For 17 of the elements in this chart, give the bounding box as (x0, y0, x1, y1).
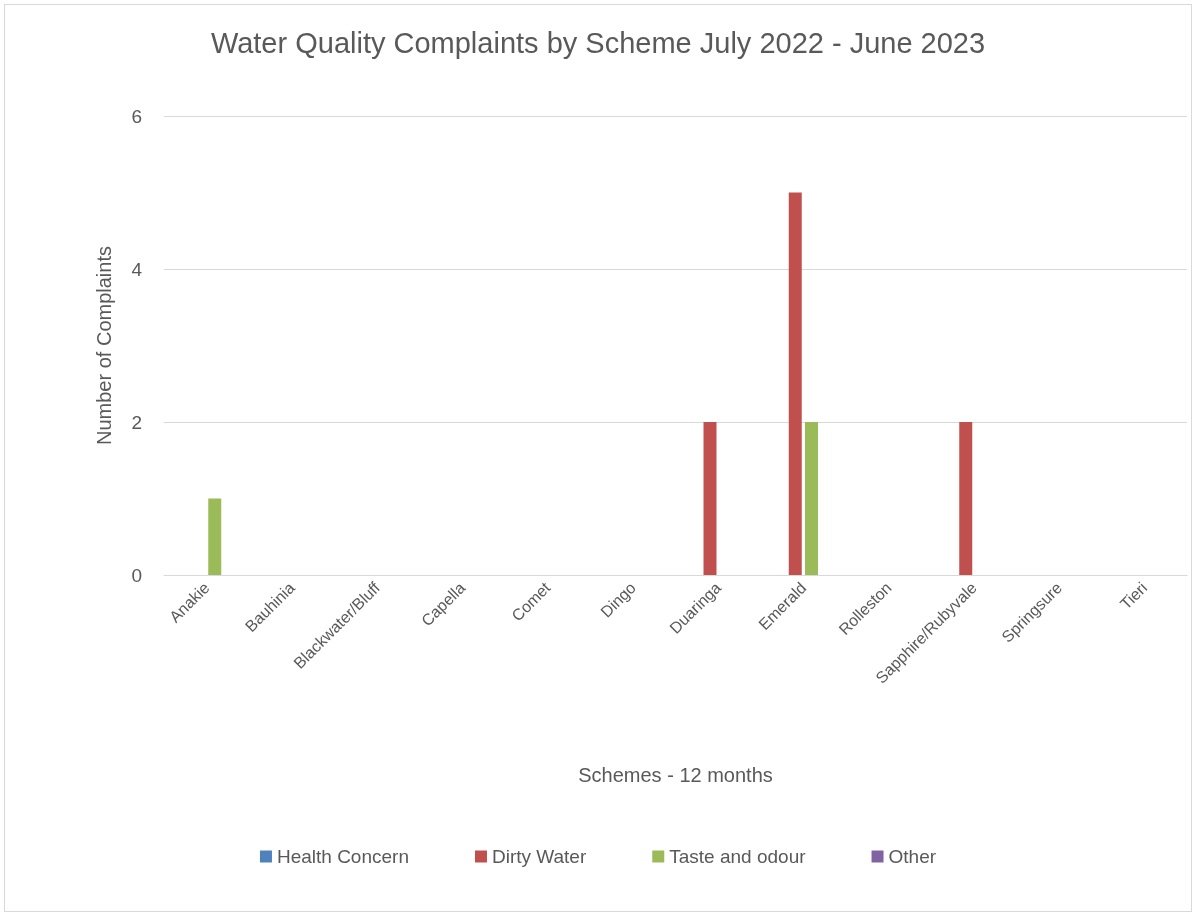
bar (959, 422, 973, 575)
legend-label: Health Concern (276, 846, 409, 867)
bar (208, 498, 222, 575)
y-axis-title: Number of Complaints (93, 246, 115, 445)
bar (805, 422, 818, 575)
legend-label: Other (888, 846, 937, 867)
bar (788, 192, 802, 575)
y-tick-label: 0 (131, 564, 142, 586)
legend-label: Dirty Water (491, 846, 587, 867)
legend-label: Taste and odour (669, 846, 807, 867)
y-tick-label: 2 (131, 411, 142, 433)
x-tick-label: Tieri (1116, 578, 1151, 613)
y-tick-label: 4 (131, 258, 143, 280)
y-tick-label: 6 (131, 105, 142, 127)
bar (703, 422, 717, 575)
x-axis-title: Schemes - 12 months (578, 764, 773, 786)
chart-title: Water Quality Complaints by Scheme July 2022 - June 2023 (210, 26, 986, 59)
